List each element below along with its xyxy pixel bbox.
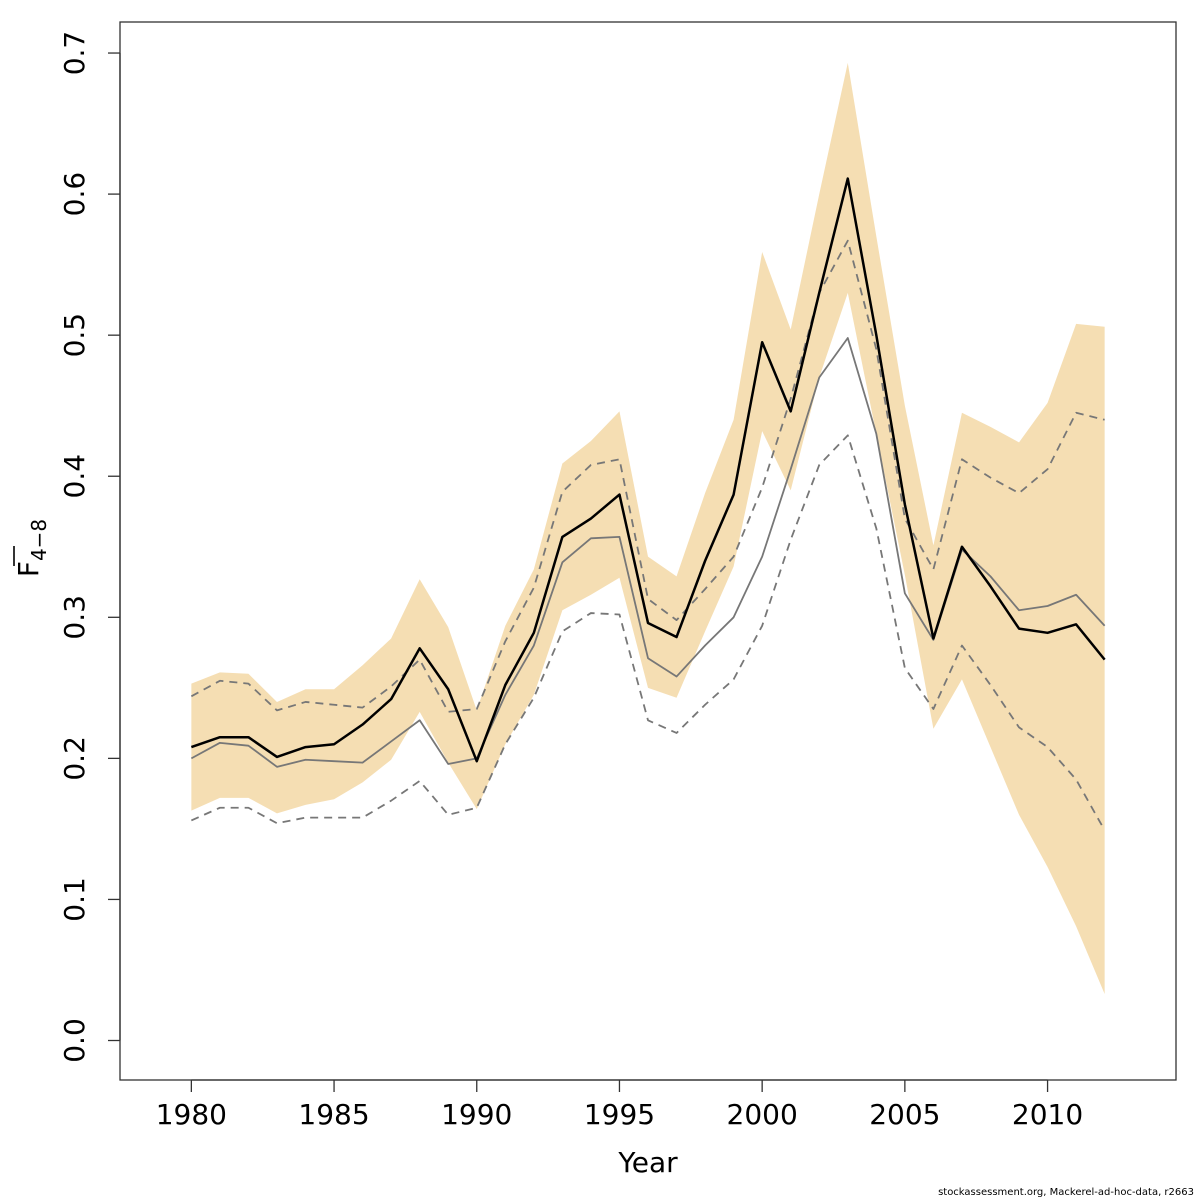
x-tick-label: 1980 <box>156 1098 227 1131</box>
x-tick-label: 2005 <box>869 1098 940 1131</box>
y-tick-label: 0.5 <box>58 313 91 358</box>
y-tick-label: 0.6 <box>58 172 91 217</box>
y-tick-label: 0.2 <box>58 736 91 781</box>
y-tick-label: 0.0 <box>58 1018 91 1063</box>
x-axis-title: Year <box>617 1146 678 1179</box>
x-tick-label: 2000 <box>727 1098 798 1131</box>
series-line-comparison-dashed-upper <box>190 239 1105 713</box>
y-tick-label: 0.3 <box>58 595 91 640</box>
y-tick-label: 0.1 <box>58 877 91 922</box>
y-axis-title-main: F <box>12 561 45 577</box>
y-tick-label: 0.4 <box>58 454 91 499</box>
y-axis-title: F4−8 <box>12 519 51 577</box>
plot-area <box>190 62 1106 994</box>
confidence-band <box>191 62 1105 994</box>
footer-credit: stockassessment.org, Mackerel-ad-hoc-dat… <box>938 1187 1194 1198</box>
axes: 1980 1985 1990 1995 2000 2005 2010 0.0 0.1 0.2 0.3… <box>58 21 1177 1131</box>
x-tick-label: 1990 <box>441 1098 512 1131</box>
x-tick-label: 1985 <box>298 1098 369 1131</box>
series-line-estimate <box>190 177 1106 763</box>
series-line-comparison-dashed-lower <box>190 434 1106 831</box>
y-tick-label: 0.7 <box>58 31 91 76</box>
x-tick-label: 2010 <box>1012 1098 1083 1131</box>
y-axis-title-group: F4−8 <box>12 519 51 577</box>
x-tick-label: 1995 <box>584 1098 655 1131</box>
y-axis-title-subscript: 4−8 <box>27 519 51 561</box>
